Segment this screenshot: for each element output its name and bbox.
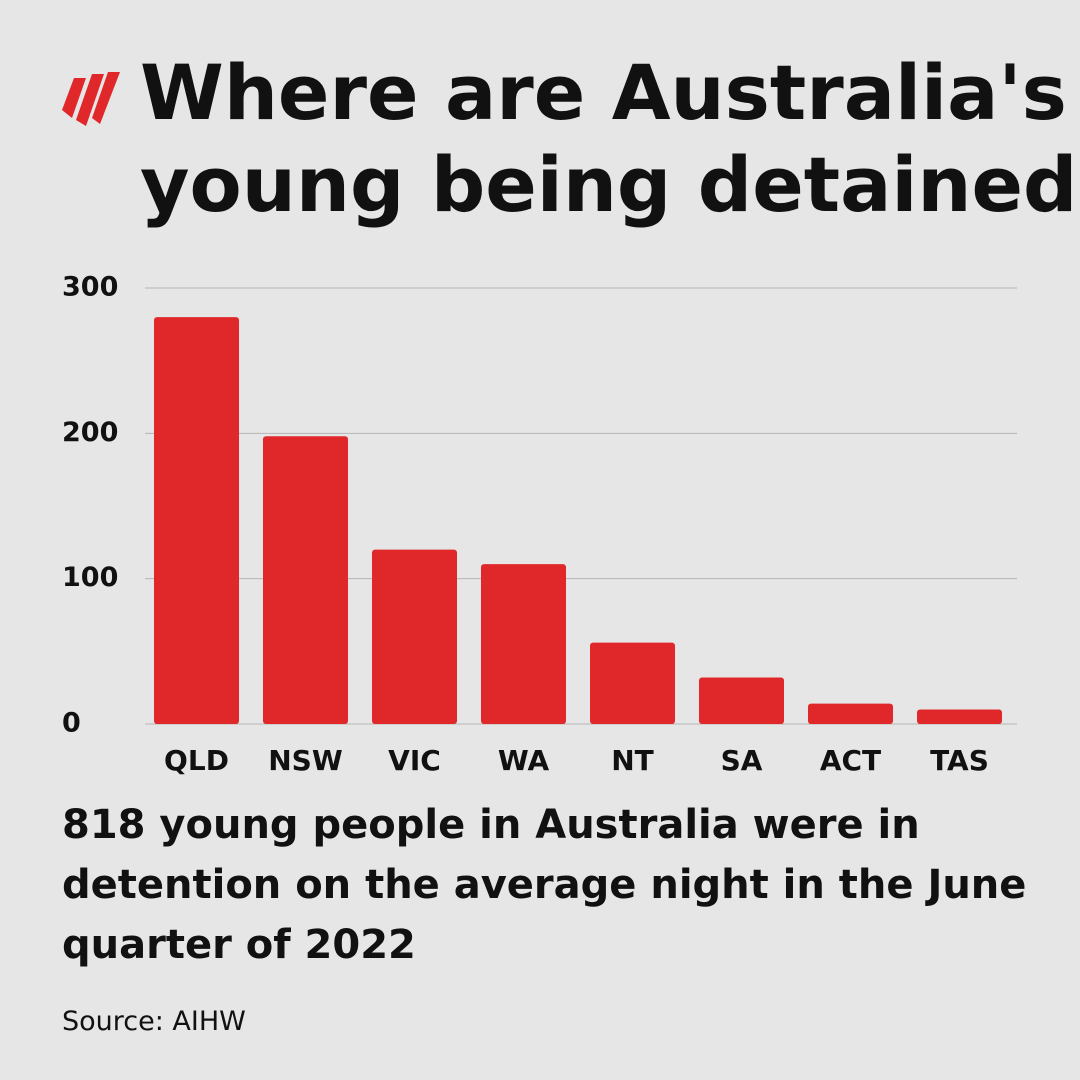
chart-title: Where are Australia's	[140, 48, 1067, 137]
x-tick-label: SA	[721, 744, 763, 777]
bar	[480, 564, 567, 724]
x-tick-label: NSW	[268, 744, 343, 777]
bar	[589, 642, 676, 724]
y-tick-label: 300	[62, 272, 118, 303]
bar	[807, 703, 894, 724]
logo	[62, 72, 120, 126]
bar	[262, 436, 349, 724]
bar	[371, 549, 458, 724]
x-tick-label: QLD	[164, 744, 229, 777]
x-tick-label: NT	[611, 744, 654, 777]
y-tick-label: 200	[62, 417, 118, 448]
x-tick-label: TAS	[930, 744, 989, 777]
x-tick-label: WA	[498, 744, 550, 777]
source: Source: AIHW	[62, 1006, 246, 1037]
bar	[698, 677, 785, 724]
annotation: 818 young people in Australia were in de…	[62, 802, 1027, 968]
y-tick-label: 100	[62, 562, 118, 593]
bar	[916, 709, 1003, 724]
chart-title: young being detained?	[140, 140, 1080, 229]
bar	[153, 317, 240, 724]
x-tick-label: VIC	[388, 744, 441, 777]
y-tick-label: 0	[62, 708, 81, 739]
x-tick-label: ACT	[820, 744, 881, 777]
